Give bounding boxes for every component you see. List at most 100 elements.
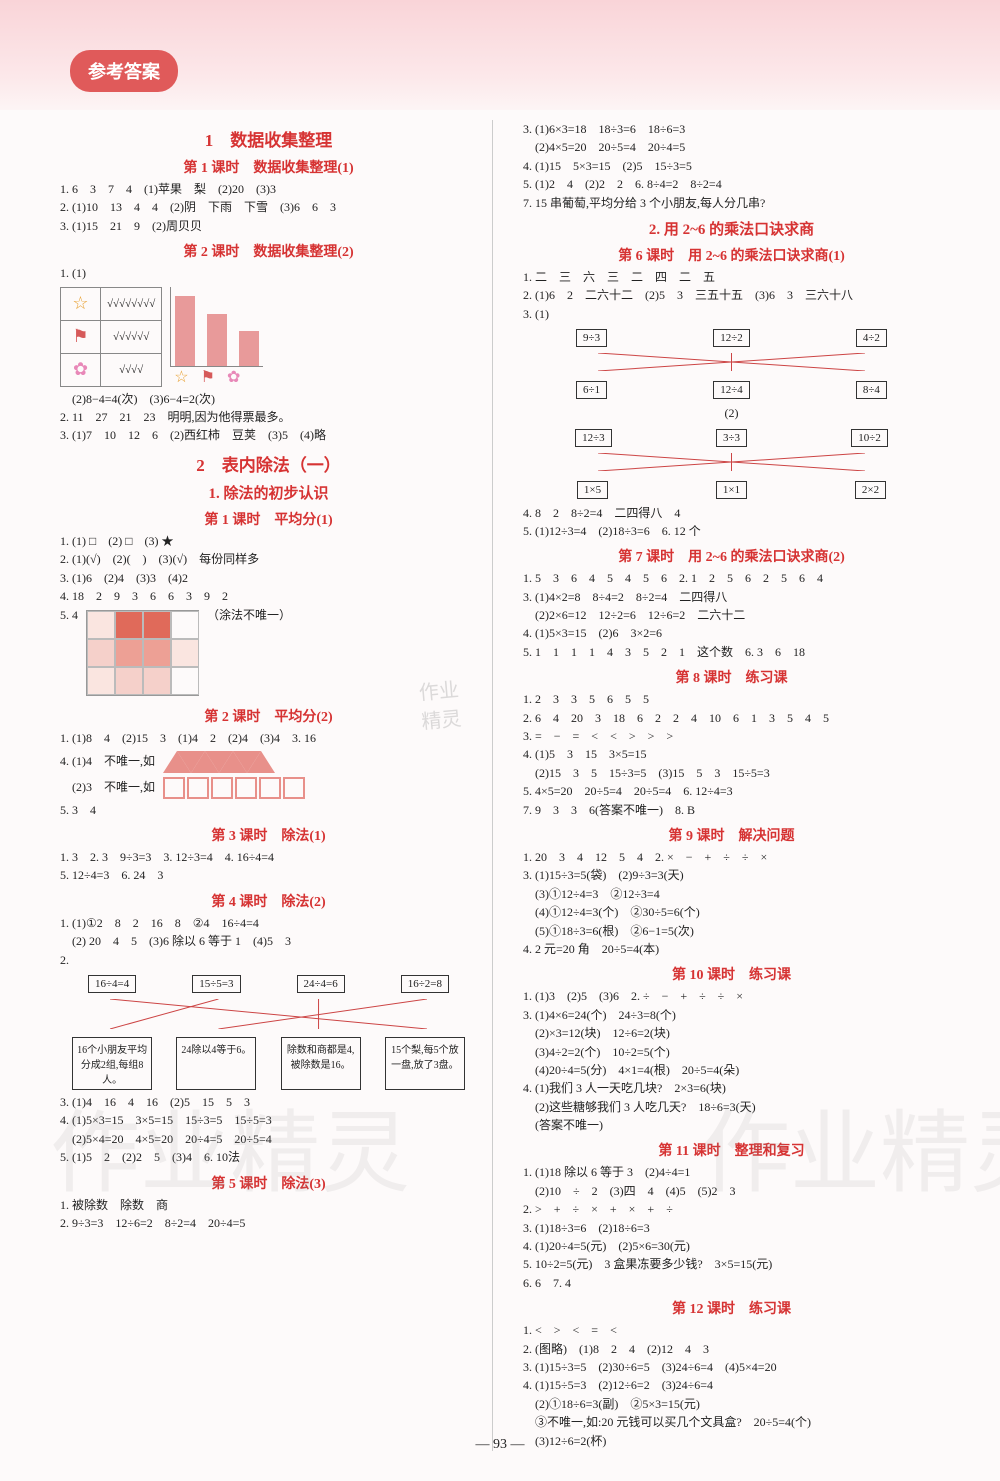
lesson6-title: 第 6 课时 用 2~6 的乘法口诀求商(1): [523, 245, 940, 265]
text-line: 4. (1)15 5×3=15 (2)5 15÷3=5: [523, 158, 940, 175]
text-line: 1. (1) □ (2) □ (3) ★: [60, 533, 477, 550]
paren-row: (2): [523, 405, 940, 422]
unit1-title: 1 数据收集整理: [60, 126, 477, 151]
text-line: (2)4×5=20 20÷5=4 20÷4=5: [523, 139, 940, 156]
desc-box: 16个小朋友平均分成2组,每组8人。: [72, 1037, 152, 1090]
text-line: 3. (1)15÷3=5(袋) (2)9÷3=3(天): [523, 867, 940, 884]
text-line: ③不唯一,如:20 元钱可以买几个文具盒? 20÷5=4(个): [523, 1414, 940, 1431]
text-line: 1. 被除数 除数 商: [60, 1197, 477, 1214]
text-line: (2) 20 4 5 (3)6 除以 6 等于 1 (4)5 3: [60, 933, 477, 950]
matching-network: 9÷3 12÷2 4÷2 6÷1 12÷4 8÷4 (2) 12÷3 3÷3 1…: [523, 327, 940, 500]
lesson-d2-title: 第 4 课时 除法(2): [60, 891, 477, 911]
page-header: 参考答案: [0, 0, 1000, 110]
text-line: 4. (1)5×3=15 3×5=15 15÷3=5 15÷5=3: [60, 1112, 477, 1129]
text-line: 4. (1)5 3 15 3×5=15: [523, 746, 940, 763]
text-line: 6. 6 7. 4: [523, 1275, 940, 1292]
lesson11-title: 第 11 课时 整理和复习: [523, 1140, 940, 1160]
text-line: 3. (1)7 10 12 6 (2)西红柿 豆荚 (3)5 (4)略: [60, 427, 477, 444]
star-icon: ☆: [72, 293, 88, 313]
text-line: 2. (1)6 2 二六十二 (2)5 3 三五十五 (3)6 3 三六十八: [523, 287, 940, 304]
expr-box: 12÷4: [713, 381, 750, 399]
text-line: 1. 20 3 4 12 5 4 2. × − + ÷ ÷ ×: [523, 849, 940, 866]
flag-icon: ⚑: [72, 326, 88, 346]
text-line: 1. (1)8 4 (2)15 3 (1)4 2 (2)4 (3)4 3. 16: [60, 730, 477, 747]
text-line: 5. 10÷2=5(元) 3 盒果冻要多少钱? 3×5=15(元): [523, 1256, 940, 1273]
text-line: (2)3 不唯一,如: [60, 779, 155, 796]
text-line: 3. (1)15 21 9 (2)周贝贝: [60, 218, 477, 235]
desc-box: 除数和商都是4,被除数是16。: [281, 1037, 361, 1090]
text-line: (4)20÷4=5(分) 4×1=4(根) 20÷5=4(朵): [523, 1062, 940, 1079]
bar: [175, 296, 195, 366]
expr-box: 1×1: [716, 481, 747, 499]
flower-icon: ✿: [227, 367, 240, 387]
text-line: 2. (1)(√) (2)( ) (3)(√) 每份同样多: [60, 551, 477, 568]
lesson10-title: 第 10 课时 练习课: [523, 964, 940, 984]
bar: [207, 314, 227, 366]
text-line: (5)①18÷3=6(根) ②6−1=5(次): [523, 923, 940, 940]
text-line: 3. (1)4 16 4 16 (2)5 15 5 3: [60, 1094, 477, 1111]
squares-diagram: [163, 777, 305, 799]
desc-box: 15个梨,每5个放一盘,放了3盘。: [385, 1037, 465, 1090]
expr-box: 9÷3: [576, 329, 607, 347]
text-line: 3. (1)15÷3=5 (2)30÷6=5 (3)24÷6=4 (4)5×4=…: [523, 1359, 940, 1376]
text-line: 4. 2 元=20 角 20÷5=4(本): [523, 941, 940, 958]
text-line: 7. 9 3 3 6(答案不唯一) 8. B: [523, 802, 940, 819]
text-line: 3. (1)6×3=18 18÷3=6 18÷6=3: [523, 121, 940, 138]
text-line: 5. (1)5 2 (2)2 5 (3)4 6. 10法: [60, 1149, 477, 1166]
cross-lines: [523, 353, 940, 371]
text-line: 1. (1): [60, 265, 477, 282]
tally-chart: ☆√√√√√√√√ ⚑√√√√√√ ✿√√√√ ☆ ⚑ ✿: [60, 287, 477, 387]
text-line: (答案不唯一): [523, 1117, 940, 1134]
text-line: 1. (1)18 除以 6 等于 3 (2)4÷4=1: [523, 1164, 940, 1181]
content-area: 1 数据收集整理 第 1 课时 数据收集整理(1) 1. 6 3 7 4 (1)…: [0, 110, 1000, 1481]
triangle-diagram: [163, 751, 261, 773]
expr-box: 24÷4=6: [297, 975, 345, 993]
page-number: — 93 —: [0, 1437, 1000, 1453]
text-line: 5. 4: [60, 607, 78, 624]
tally-marks: √√√√: [101, 353, 162, 386]
tally-marks: √√√√√√: [101, 320, 162, 353]
text-line: 5. (1)12÷3=4 (2)18÷3=6 6. 12 个: [523, 523, 940, 540]
color-grid: [86, 610, 199, 696]
text-line: (3)4÷2=2(个) 10÷2=5(个): [523, 1044, 940, 1061]
text-line: 3. (1)18÷3=6 (2)18÷6=3: [523, 1220, 940, 1237]
cross-lines: [523, 453, 940, 471]
text-line: 3. (1): [523, 306, 940, 323]
text-line: (2)5×4=20 4×5=20 20÷4=5 20÷5=4: [60, 1131, 477, 1148]
lesson-p2-title: 第 2 课时 平均分(2): [60, 706, 477, 726]
expr-box: 3÷3: [716, 429, 747, 447]
text-line: 4. 8 2 8÷2=4 二四得八 4: [523, 505, 940, 522]
text-line: 3. = − = < < > > >: [523, 728, 940, 745]
sec1-title: 1. 除法的初步认识: [60, 482, 477, 503]
text-line: 1. 3 2. 3 9÷3=3 3. 12÷3=4 4. 16÷4=4: [60, 849, 477, 866]
matching-top-row: 16÷4=4 15÷5=3 24÷4=6 16÷2=8: [60, 973, 477, 995]
expr-box: 16÷4=4: [88, 975, 136, 993]
expr-box: 12÷2: [713, 329, 750, 347]
expr-box: 6÷1: [576, 381, 607, 399]
text-line: (2)8−4=4(次) (3)6−4=2(次): [60, 391, 477, 408]
text-line: (3)①12÷4=3 ②12÷3=4: [523, 886, 940, 903]
lesson-p1-title: 第 1 课时 平均分(1): [60, 509, 477, 529]
text-line: 5. 12÷4=3 6. 24 3: [60, 867, 477, 884]
text-line: (2)15 3 5 15÷3=5 (3)15 5 3 15÷5=3: [523, 765, 940, 782]
flower-icon: ✿: [73, 359, 88, 379]
unit2-title: 2 表内除法（一）: [60, 451, 477, 476]
text-line: 1. 5 3 6 4 5 4 5 6 2. 1 2 5 6 2 5 6 4: [523, 570, 940, 587]
lesson7-title: 第 7 课时 用 2~6 的乘法口诀求商(2): [523, 546, 940, 566]
text-line: 2.: [60, 952, 477, 969]
text-line: 1. 二 三 六 三 二 四 二 五: [523, 269, 940, 286]
expr-box: 8÷4: [856, 381, 887, 399]
star-icon: ☆: [174, 367, 188, 387]
sec2-title: 2. 用 2~6 的乘法口诀求商: [523, 218, 940, 239]
text-line: 3. (1)4×6=24(个) 24÷3=8(个): [523, 1007, 940, 1024]
text-line: 2. (图略) (1)8 2 4 (2)12 4 3: [523, 1341, 940, 1358]
text-line: 1. < > < = <: [523, 1322, 940, 1339]
tally-marks: √√√√√√√√: [101, 287, 162, 320]
text-line: 4. (1)20÷4=5(元) (2)5×6=30(元): [523, 1238, 940, 1255]
text-line: 5. 1 1 1 1 4 3 5 2 1 这个数 6. 3 6 18: [523, 644, 940, 661]
text-line: (2)这些糖够我们 3 人吃几天? 18÷6=3(天): [523, 1099, 940, 1116]
text-line: 4. (1)5×3=15 (2)6 3×2=6: [523, 625, 940, 642]
text-line: 5. 3 4: [60, 802, 477, 819]
text-line: 1. (1)①2 8 2 16 8 ②4 16÷4=4: [60, 915, 477, 932]
text-line: 2. 6 4 20 3 18 6 2 2 4 10 6 1 3 5 4 5: [523, 710, 940, 727]
